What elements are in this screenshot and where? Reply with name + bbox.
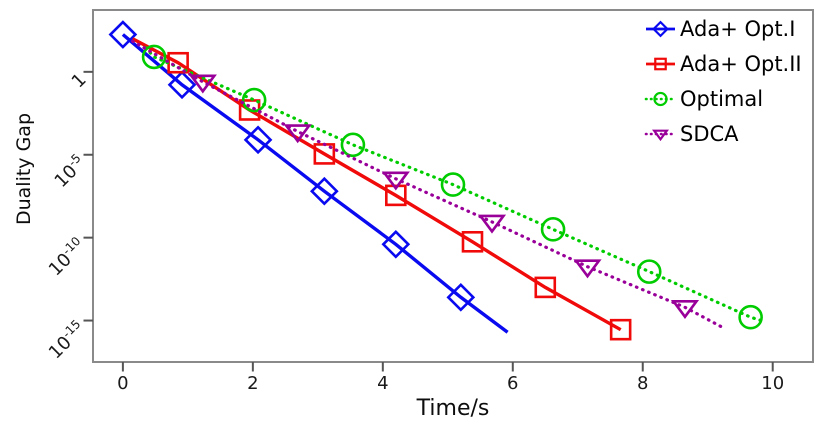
marker-ada-opt-i <box>446 282 476 312</box>
marker-ada-opt-i <box>309 176 339 206</box>
x-tick-label: 0 <box>117 373 129 394</box>
y-tick-label: 10-15 <box>0 310 84 362</box>
legend-item-ada-opt-i: Ada+ Opt.I <box>644 11 802 46</box>
legend-marker-shape <box>653 91 668 106</box>
y-axis-label: Duality Gap <box>13 112 35 226</box>
marker-sdca <box>381 171 410 191</box>
series-line-ada-opt-i <box>121 33 509 334</box>
legend-label: Ada+ Opt.II <box>680 51 802 76</box>
marker-optimal <box>636 259 662 284</box>
marker-optimal <box>440 172 466 197</box>
marker-sdca <box>283 124 312 144</box>
x-tick-label: 6 <box>507 373 519 394</box>
series-line-optimal <box>144 46 768 324</box>
legend-marker-shape <box>654 57 667 70</box>
series-line-ada-opt-ii <box>131 37 622 332</box>
marker-ada-opt-ii <box>461 230 484 253</box>
legend-marker-ada-opt-ii-icon <box>646 57 675 70</box>
marker-ada-opt-ii <box>609 318 632 341</box>
marker-optimal <box>141 44 167 70</box>
marker-ada-opt-ii <box>534 276 557 299</box>
series-line-sdca <box>131 39 723 328</box>
y-tick-label: 1 <box>0 61 90 92</box>
marker-ada-opt-i <box>108 20 138 49</box>
marker-optimal <box>738 304 763 330</box>
x-tick-label: 4 <box>377 373 389 394</box>
legend-item-optimal: Optimal <box>644 81 802 116</box>
legend-marker-optimal-icon <box>644 91 677 106</box>
legend-label: Optimal <box>680 86 764 111</box>
marker-optimal <box>540 217 566 242</box>
marker-ada-opt-i <box>381 229 411 259</box>
legend-marker-ada-opt-i-icon <box>646 20 675 37</box>
y-tick-label: 10-10 <box>0 227 84 280</box>
x-tick-label: 2 <box>247 373 259 394</box>
legend-marker-shape <box>652 20 669 37</box>
marker-optimal <box>241 87 267 113</box>
plot-border <box>92 9 814 363</box>
legend-marker-shape <box>651 129 670 141</box>
x-axis-label: Time/s <box>416 396 490 421</box>
marker-sdca <box>188 74 217 94</box>
legend-marker-sdca-icon <box>644 129 677 141</box>
marker-ada-opt-i <box>167 70 197 100</box>
marker-sdca <box>573 259 602 279</box>
marker-optimal <box>340 132 366 158</box>
x-tick-label: 10 <box>761 373 785 394</box>
legend-label: Ada+ Opt.I <box>680 16 796 41</box>
x-tick-label: 8 <box>637 373 649 394</box>
legend-item-sdca: SDCA <box>644 116 802 151</box>
marker-ada-opt-ii <box>385 184 407 207</box>
legend-label: SDCA <box>680 121 739 146</box>
marker-sdca <box>670 299 700 319</box>
legend-item-ada-opt-ii: Ada+ Opt.II <box>644 46 802 81</box>
marker-sdca <box>477 214 507 234</box>
marker-ada-opt-i <box>243 125 273 155</box>
y-tick-label: 10-5 <box>0 144 84 192</box>
legend: Ada+ Opt.I Ada+ Opt.II Optimal SDCA <box>644 11 802 151</box>
